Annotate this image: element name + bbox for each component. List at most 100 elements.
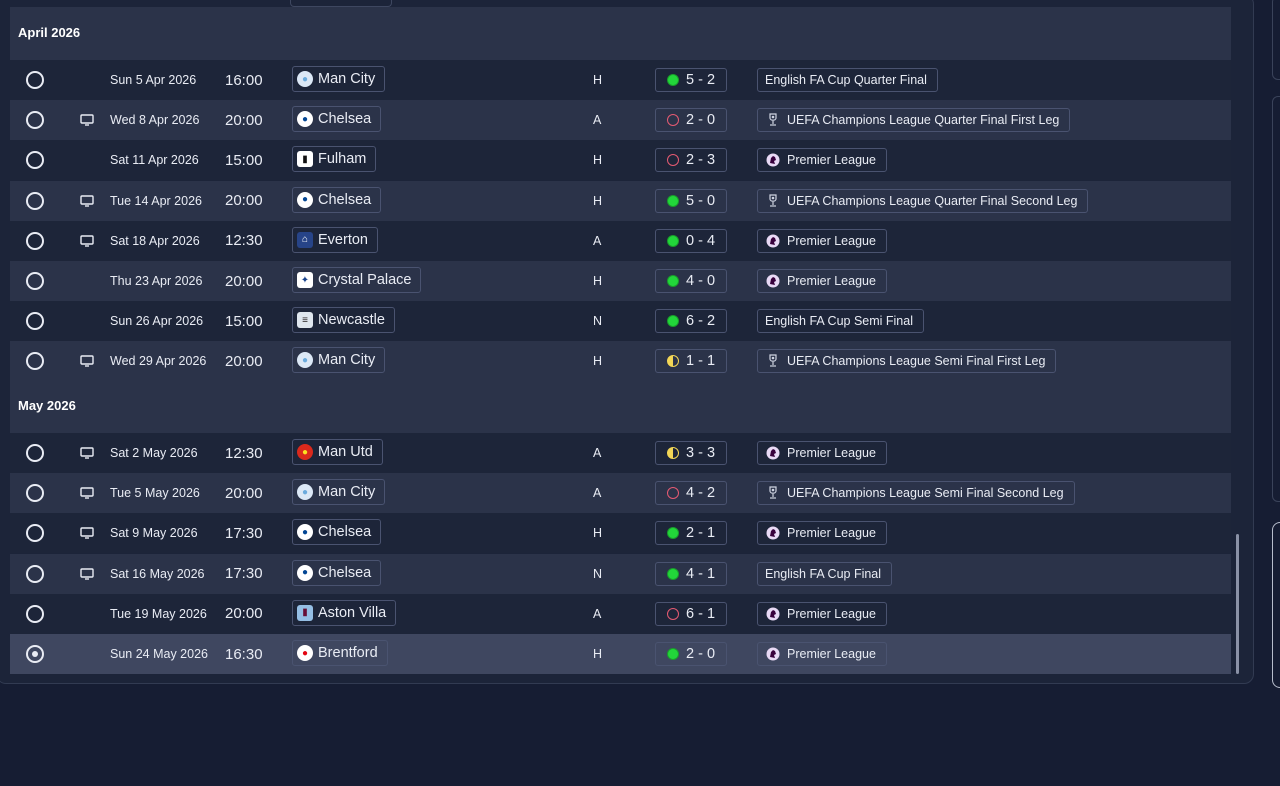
match-score[interactable]: 2 - 3	[655, 148, 727, 173]
fixture-row[interactable]: Sat 9 May 2026 17:30 ● Chelsea H 2 - 1 Premier…	[10, 513, 1231, 554]
opponent-team[interactable]: ▮ Aston Villa	[292, 599, 397, 626]
fixture-date: Wed 8 Apr 2026	[110, 113, 200, 128]
select-radio[interactable]	[26, 301, 44, 341]
match-score[interactable]: 4 - 2	[655, 481, 727, 506]
select-radio[interactable]	[26, 594, 44, 634]
opponent-team[interactable]: ● Man City	[292, 347, 386, 374]
competition-tag[interactable]: Premier League	[757, 601, 887, 626]
opponent-team[interactable]: ⌂ Everton	[292, 226, 378, 253]
match-score[interactable]: 6 - 2	[655, 309, 727, 334]
match-score[interactable]: 5 - 0	[655, 188, 727, 213]
competition-tag[interactable]: Premier League	[757, 269, 887, 293]
kickoff-time: 20:00	[225, 272, 263, 290]
tv-icon	[80, 473, 96, 513]
competition-name: UEFA Champions League Semi Final First L…	[787, 354, 1046, 369]
match-score[interactable]: 2 - 0	[655, 108, 727, 133]
fixture-row[interactable]: Sat 11 Apr 2026 15:00 ▮ Fulham H 2 - 3 Premier…	[10, 140, 1231, 181]
select-radio[interactable]	[26, 634, 44, 674]
competition-name: Premier League	[787, 153, 876, 168]
fixture-date: Sat 16 May 2026	[110, 566, 205, 581]
kickoff-time: 16:30	[225, 645, 263, 663]
win-dot-icon	[667, 74, 679, 86]
premier-league-icon	[765, 445, 781, 461]
chelsea-crest-icon: ●	[297, 564, 313, 581]
competition-tag[interactable]: Premier League	[757, 521, 887, 546]
score-text: 5 - 0	[686, 192, 716, 209]
score-text: 2 - 0	[686, 112, 716, 129]
opponent-team[interactable]: ✦ Crystal Palace	[292, 267, 422, 293]
competition-tag[interactable]: Premier League	[757, 148, 887, 173]
champions-league-icon	[765, 193, 781, 209]
kickoff-time: 20:00	[225, 111, 263, 129]
opponent-team[interactable]: ≡ Newcastle	[292, 307, 395, 334]
fixture-row[interactable]: Sun 5 Apr 2026 16:00 ● Man City H 5 - 2 Englis…	[10, 60, 1231, 100]
score-text: 1 - 1	[686, 353, 716, 370]
select-radio[interactable]	[26, 513, 44, 553]
draw-half-icon	[667, 447, 679, 459]
scrollbar[interactable]	[1236, 534, 1239, 674]
opponent-team[interactable]: ● Man City	[292, 479, 386, 506]
select-radio[interactable]	[26, 554, 44, 594]
match-score[interactable]: 0 - 4	[655, 228, 727, 253]
select-radio[interactable]	[26, 261, 44, 301]
opponent-team[interactable]: ● Chelsea	[292, 519, 382, 546]
competition-tag[interactable]: English FA Cup Quarter Final	[757, 68, 938, 92]
section-header: April 2026	[10, 7, 1231, 60]
competition-tag[interactable]: UEFA Champions League Semi Final Second …	[757, 481, 1075, 506]
match-score[interactable]: 4 - 0	[655, 269, 727, 293]
select-radio[interactable]	[26, 221, 44, 261]
fixture-row[interactable]: Tue 19 May 2026 20:00 ▮ Aston Villa A 6 - 1 Pr…	[10, 593, 1231, 634]
competition-tag[interactable]: Premier League	[757, 228, 887, 253]
win-dot-icon	[667, 527, 679, 540]
select-radio[interactable]	[26, 100, 44, 140]
competition-tag[interactable]: Premier League	[757, 642, 887, 666]
competition-tag[interactable]: UEFA Champions League Quarter Final Firs…	[757, 108, 1071, 133]
match-score[interactable]: 5 - 2	[655, 68, 727, 92]
match-score[interactable]: 6 - 1	[655, 601, 727, 626]
score-text: 4 - 2	[686, 485, 716, 502]
select-radio[interactable]	[26, 433, 44, 473]
opponent-team[interactable]: ● Man Utd	[292, 439, 383, 465]
fixture-row[interactable]: Sat 18 Apr 2026 12:30 ⌂ Everton A 0 - 4 Premie…	[10, 220, 1231, 261]
opponent-name: Chelsea	[318, 191, 372, 208]
venue: H	[593, 73, 603, 87]
competition-tag[interactable]: UEFA Champions League Semi Final First L…	[757, 349, 1057, 374]
competition-tag[interactable]: UEFA Champions League Quarter Final Seco…	[757, 188, 1089, 213]
venue: N	[593, 314, 603, 329]
opponent-team[interactable]: ● Chelsea	[292, 106, 382, 133]
opponent-team[interactable]: ● Chelsea	[292, 186, 382, 213]
fixture-date: Wed 29 Apr 2026	[110, 354, 207, 369]
fixture-row[interactable]: Wed 8 Apr 2026 20:00 ● Chelsea A 2 - 0 UEFA Ch…	[10, 100, 1231, 141]
competition-tag[interactable]: English FA Cup Semi Final	[757, 309, 924, 334]
opponent-team[interactable]: ● Brentford	[292, 640, 388, 666]
fixture-row[interactable]: Sat 16 May 2026 17:30 ● Chelsea N 4 - 1 Englis…	[10, 553, 1231, 594]
select-radio[interactable]	[26, 181, 44, 221]
fixture-date: Tue 5 May 2026	[110, 486, 200, 501]
select-radio[interactable]	[26, 140, 44, 180]
fixture-row[interactable]: Wed 29 Apr 2026 20:00 ● Man City H 1 - 1 UEFA …	[10, 341, 1231, 382]
competition-tag[interactable]: Premier League	[757, 441, 887, 465]
fixture-row[interactable]: Sun 24 May 2026 16:30 ● Brentford H 2 - 0 Prem…	[10, 634, 1231, 674]
match-score[interactable]: 1 - 1	[655, 349, 727, 374]
select-radio[interactable]	[26, 473, 44, 513]
opponent-team[interactable]: ● Man City	[292, 66, 386, 92]
select-radio[interactable]	[26, 341, 44, 381]
opponent-team[interactable]: ▮ Fulham	[292, 146, 377, 173]
venue: A	[593, 113, 602, 128]
fixture-row[interactable]: Thu 23 Apr 2026 20:00 ✦ Crystal Palace H 4 - …	[10, 261, 1231, 301]
fixture-row[interactable]: Sun 26 Apr 2026 15:00 ≡ Newcastle N 6 - 2 Engl…	[10, 301, 1231, 342]
tv-icon	[80, 433, 96, 473]
match-score[interactable]: 2 - 0	[655, 642, 727, 666]
competition-tag[interactable]: English FA Cup Final	[757, 561, 893, 586]
fixture-row[interactable]: Tue 14 Apr 2026 20:00 ● Chelsea H 5 - 0 UEFA C…	[10, 180, 1231, 221]
score-text: 2 - 0	[686, 646, 716, 662]
match-score[interactable]: 3 - 3	[655, 441, 727, 465]
fixture-row[interactable]: Sat 2 May 2026 12:30 ● Man Utd A 3 - 3 Premier…	[10, 433, 1231, 473]
opponent-name: Chelsea	[318, 524, 372, 541]
match-score[interactable]: 2 - 1	[655, 521, 727, 546]
fixture-row[interactable]: Tue 5 May 2026 20:00 ● Man City A 4 - 2 UEFA C…	[10, 473, 1231, 514]
select-radio[interactable]	[26, 60, 44, 100]
match-score[interactable]: 4 - 1	[655, 561, 727, 586]
opponent-team[interactable]: ● Chelsea	[292, 559, 382, 586]
opponent-name: Brentford	[318, 645, 378, 661]
